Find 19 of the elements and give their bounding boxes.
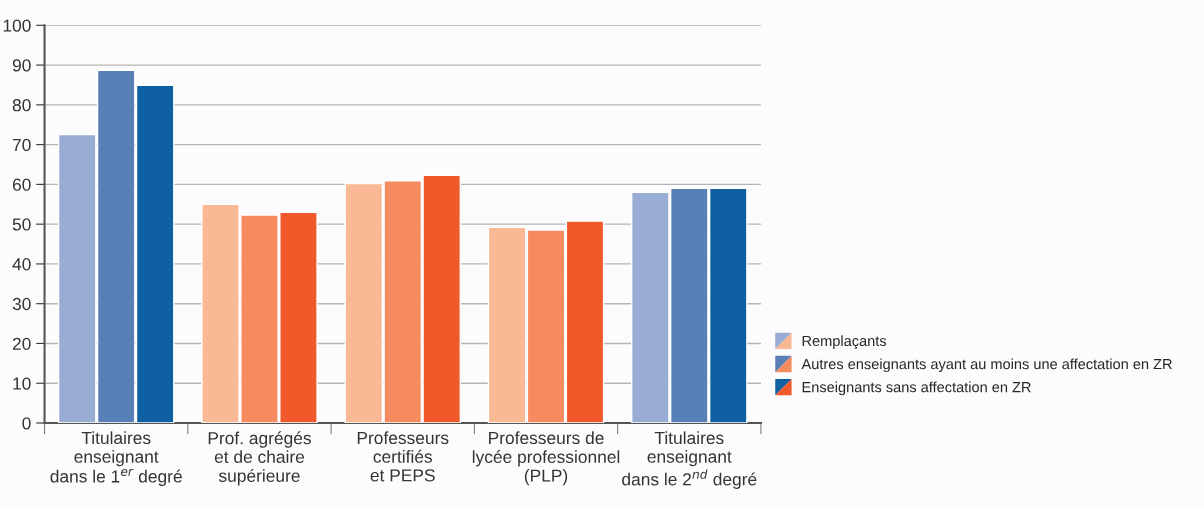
y-tick-label: 40 bbox=[12, 258, 31, 271]
x-tick-label: Professeurs de lycée professionnel (PLP) bbox=[472, 431, 620, 486]
y-tick-label: 80 bbox=[12, 99, 31, 112]
x-tick-label: Titulaires enseignant dans le 2$^{nd}$ degré bbox=[622, 431, 757, 489]
y-tick-label: 10 bbox=[13, 377, 31, 390]
y-tick-label: 50 bbox=[12, 218, 31, 231]
y-tick-label: 100 bbox=[3, 19, 31, 32]
y-tick-label: 70 bbox=[12, 138, 31, 152]
y-tick-label: 0 bbox=[22, 417, 31, 430]
legend-label: Remplaçants bbox=[802, 335, 887, 350]
x-tick-label: Professeurs certifiés et PEPS bbox=[357, 431, 449, 482]
legend-label: Autres enseignants ayant au moins une affectation en ZR bbox=[801, 358, 1172, 373]
y-tick-label: 30 bbox=[12, 297, 31, 311]
x-tick-label: Titulaires enseignant dans le 1$^{er}$ degré bbox=[50, 431, 182, 486]
y-tick-label: 20 bbox=[12, 337, 31, 350]
y-tick-label: 60 bbox=[12, 178, 31, 191]
x-tick-label: Prof. agrégés et de chaire supérieure bbox=[208, 431, 311, 486]
y-tick-label: 90 bbox=[12, 59, 31, 72]
legend-label: Enseignants sans affectation en ZR bbox=[802, 381, 1031, 396]
